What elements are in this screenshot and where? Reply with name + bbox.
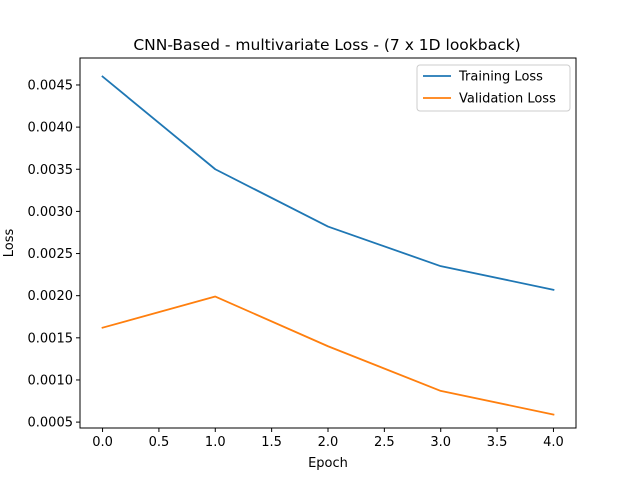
y-tick-label: 0.0015 (28, 331, 74, 346)
y-tick-label: 0.0010 (28, 373, 74, 388)
y-tick-label: 0.0030 (28, 205, 74, 220)
x-tick-label: 4.0 (543, 435, 564, 450)
legend-box (416, 64, 571, 112)
x-tick-label: 1.5 (261, 435, 282, 450)
x-tick-label: 0.5 (149, 435, 170, 450)
series-line-1 (101, 295, 555, 416)
chart-title: CNN-Based - multivariate Loss - (7 x 1D … (133, 36, 520, 54)
y-tick-label: 0.0005 (28, 416, 74, 431)
y-tick-label: 0.0025 (28, 247, 74, 262)
legend-label-0: Training Loss (458, 70, 543, 85)
y-axis-ticks: 0.0005 0.0010 0.0015 0.0020 0.0025 0.0030 0.00… (28, 78, 80, 431)
x-tick-label: 1.0 (205, 435, 226, 450)
series-line-0 (101, 75, 555, 291)
y-tick-label: 0.0035 (28, 163, 74, 178)
legend-label-1: Validation Loss (459, 92, 556, 107)
y-axis-label: Loss (2, 229, 17, 258)
legend: Training Loss Validation Loss (416, 64, 571, 112)
y-tick-label: 0.0020 (28, 289, 74, 304)
plot-lines (101, 75, 555, 416)
x-tick-label: 0.0 (92, 435, 113, 450)
x-tick-label: 3.5 (487, 435, 508, 450)
x-tick-label: 2.5 (374, 435, 395, 450)
x-tick-label: 2.0 (318, 435, 339, 450)
x-axis-label: Epoch (308, 456, 348, 471)
y-tick-label: 0.0040 (28, 121, 74, 136)
x-axis-ticks: 0.0 0.5 1.0 1.5 2.0 2.5 3.0 3.5 4.0 (92, 428, 564, 450)
y-tick-label: 0.0045 (28, 78, 74, 93)
x-tick-label: 3.0 (430, 435, 451, 450)
